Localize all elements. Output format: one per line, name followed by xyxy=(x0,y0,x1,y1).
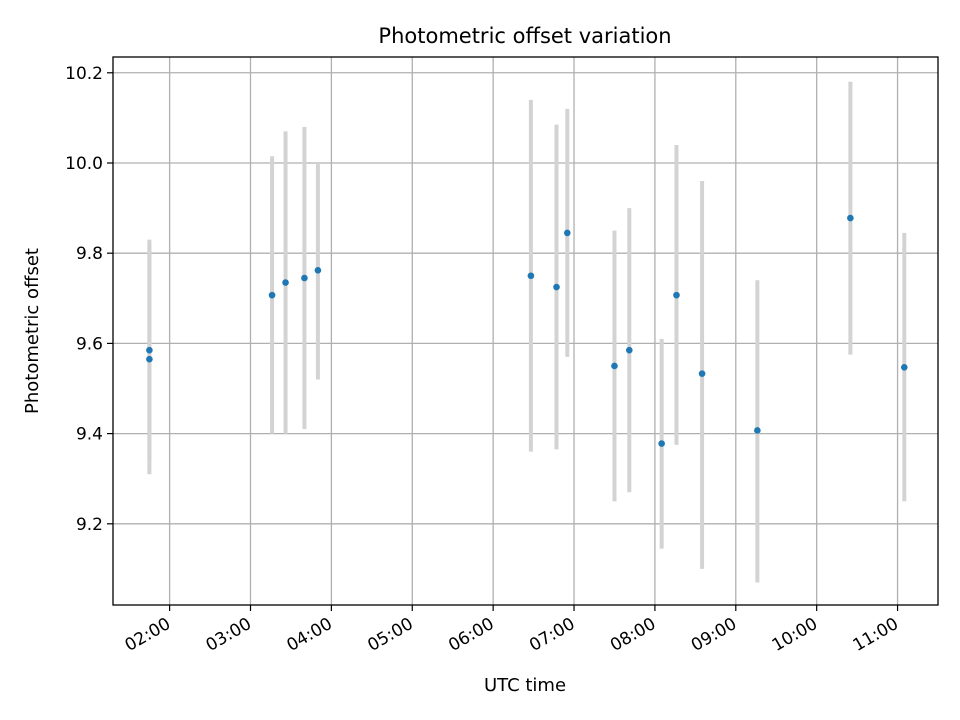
x-tick-label: 03:00 xyxy=(203,614,255,656)
data-point xyxy=(314,267,322,274)
y-tick-label: 10.0 xyxy=(65,154,103,174)
x-tick-label: 02:00 xyxy=(122,614,174,656)
data-point xyxy=(282,279,289,286)
y-axis-label: Photometric offset xyxy=(22,248,43,414)
y-tick-label: 10.2 xyxy=(65,64,103,84)
data-point xyxy=(698,370,706,377)
y-tick-label: 9.8 xyxy=(76,244,103,264)
x-tick-label: 04:00 xyxy=(283,614,335,656)
grid xyxy=(113,57,938,605)
y-tick-label: 9.2 xyxy=(76,515,103,535)
x-tick-label: 08:00 xyxy=(607,614,659,656)
data-point xyxy=(673,291,680,299)
x-tick-label: 09:00 xyxy=(688,614,740,656)
data-point xyxy=(146,355,153,363)
x-tick-label: 05:00 xyxy=(364,614,416,656)
data-point xyxy=(847,214,854,222)
plot-frame xyxy=(112,56,939,606)
data-point xyxy=(900,364,908,371)
x-tick-label: 07:00 xyxy=(526,614,578,656)
x-axis-ticks: 02:00 03:00 04:00 05:00 06:00 07:00 08:00 09:00… xyxy=(122,605,902,656)
y-tick-label: 9.6 xyxy=(76,334,103,354)
data-point xyxy=(301,274,308,282)
data-points xyxy=(146,214,908,447)
x-axis-label: UTC time xyxy=(484,675,566,696)
y-tick-label: 9.4 xyxy=(76,425,103,445)
x-tick-label: 10:00 xyxy=(769,614,821,656)
data-point xyxy=(658,440,665,447)
x-tick-label: 06:00 xyxy=(445,614,497,656)
data-point xyxy=(754,427,761,434)
data-point xyxy=(611,362,618,370)
data-point xyxy=(268,291,276,299)
data-point xyxy=(553,283,560,291)
data-point xyxy=(527,272,535,280)
data-point xyxy=(563,229,571,237)
y-axis-ticks: 9.2 9.4 9.6 9.8 10.0 10.2 xyxy=(65,64,113,535)
chart-title: Photometric offset variation xyxy=(378,24,671,48)
data-point xyxy=(146,346,153,354)
x-tick-label: 11:00 xyxy=(850,614,902,656)
error-bars xyxy=(147,81,907,583)
data-point xyxy=(625,346,633,354)
